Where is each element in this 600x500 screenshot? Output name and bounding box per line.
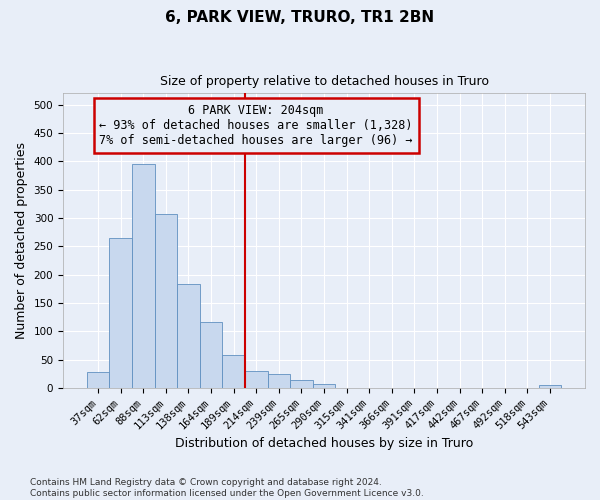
Text: 6, PARK VIEW, TRURO, TR1 2BN: 6, PARK VIEW, TRURO, TR1 2BN [166, 10, 434, 25]
Bar [132, 164, 155, 388]
Text: 6 PARK VIEW: 204sqm
← 93% of detached houses are smaller (1,328)
7% of semi-deta: 6 PARK VIEW: 204sqm ← 93% of detached ho… [100, 104, 413, 146]
Bar [290, 380, 313, 388]
Bar [87, 372, 109, 388]
Bar [539, 386, 561, 388]
Bar [268, 374, 290, 388]
Bar [109, 238, 132, 388]
Text: Contains HM Land Registry data © Crown copyright and database right 2024.
Contai: Contains HM Land Registry data © Crown c… [30, 478, 424, 498]
Bar [177, 284, 200, 388]
Y-axis label: Number of detached properties: Number of detached properties [15, 142, 28, 339]
Bar [223, 356, 245, 388]
Bar [245, 371, 268, 388]
Bar [155, 214, 177, 388]
Bar [200, 322, 223, 388]
Title: Size of property relative to detached houses in Truro: Size of property relative to detached ho… [160, 75, 488, 88]
X-axis label: Distribution of detached houses by size in Truro: Distribution of detached houses by size … [175, 437, 473, 450]
Bar [313, 384, 335, 388]
